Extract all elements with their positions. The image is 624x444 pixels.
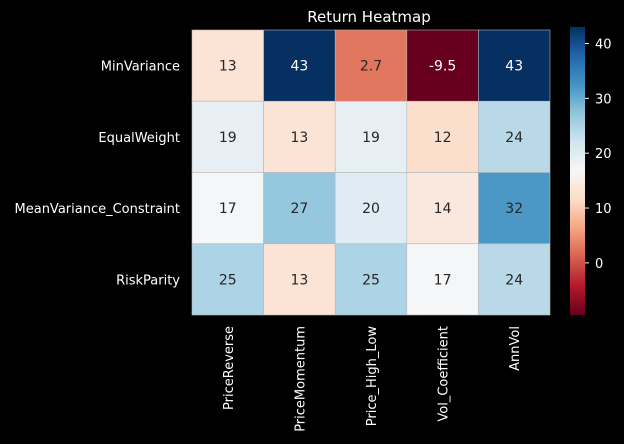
column-label: Vol_Coefficient: [437, 326, 452, 422]
cell-value-label: 2.7: [360, 59, 382, 75]
cell-value-label: 12: [434, 130, 452, 146]
column-label: AnnVol: [508, 326, 523, 371]
cell-value-label: -9.5: [429, 59, 456, 75]
row-labels: MinVariance EqualWeight MeanVariance_Const…: [15, 60, 181, 289]
heatmap-cell: [478, 100, 551, 173]
heatmap-cell: [334, 243, 408, 316]
colorbar-tick-label: 30: [595, 92, 612, 107]
heatmap-cell: [191, 100, 264, 173]
heatmap-cell: [334, 172, 408, 245]
cell-value-label: 25: [219, 272, 237, 288]
cell-value-label: 24: [505, 272, 523, 288]
heatmap-cell: [334, 100, 408, 173]
colorbar-tick-label: 10: [595, 202, 612, 217]
heatmap-cell: [406, 243, 479, 316]
heatmap-cell: [263, 172, 336, 245]
column-label: PriceReverse: [222, 326, 237, 410]
column-labels: PriceReverse PriceMomentum Price_High_Low V…: [222, 326, 523, 432]
column-label: Price_High_Low: [365, 326, 380, 427]
heatmap-cell: [263, 243, 336, 316]
cell-value-label: 32: [505, 201, 523, 217]
heatmap-cell: [478, 29, 551, 102]
heatmap-cell: [406, 172, 479, 245]
colorbar: 0 10 20 30 40: [570, 27, 612, 315]
heatmap-cell: [478, 172, 551, 245]
cell-value-label: 27: [290, 201, 308, 217]
row-label: EqualWeight: [98, 131, 180, 146]
cell-value-label: 25: [362, 272, 380, 288]
cell-value-label: 13: [290, 272, 308, 288]
heatmap-cells: 13 43 2.7 -9.5 43 19 13 19 12 24 17 27 20 14 32 25 13 25 1…: [191, 29, 551, 316]
heatmap-cell: [191, 243, 264, 316]
column-label: PriceMomentum: [293, 326, 308, 432]
cell-value-label: 17: [219, 201, 237, 217]
cell-value-label: 14: [434, 201, 452, 217]
cell-value-label: 20: [362, 201, 380, 217]
row-label: RiskParity: [116, 273, 180, 288]
colorbar-tick-label: 0: [595, 257, 603, 272]
cell-value-label: 24: [505, 130, 523, 146]
colorbar-gradient: [570, 27, 585, 315]
colorbar-tick-label: 40: [595, 37, 612, 52]
heatmap-cell: [191, 29, 264, 102]
row-label: MinVariance: [101, 60, 180, 75]
heatmap-cell: [334, 29, 408, 102]
cell-value-label: 17: [434, 272, 452, 288]
chart-title: Return Heatmap: [307, 8, 430, 26]
cell-value-label: 19: [219, 130, 237, 146]
heatmap-cell: [478, 243, 551, 316]
colorbar-tick-label: 20: [595, 147, 612, 162]
heatmap-cell: [263, 29, 336, 102]
cell-value-label: 43: [290, 59, 308, 75]
row-label: MeanVariance_Constraint: [15, 202, 180, 217]
cell-value-label: 19: [362, 130, 380, 146]
cell-value-label: 13: [290, 130, 308, 146]
cell-value-label: 43: [505, 59, 523, 75]
heatmap-cell: [406, 29, 479, 102]
cell-value-label: 13: [219, 59, 237, 75]
